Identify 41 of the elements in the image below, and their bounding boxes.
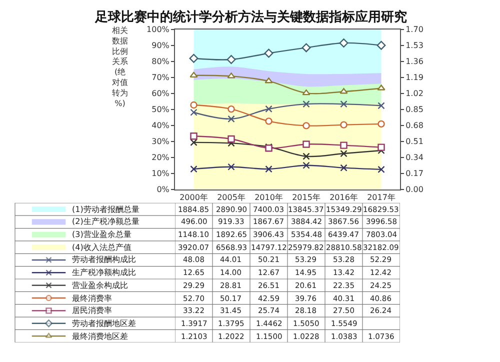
y-tick-label: 90% — [152, 41, 170, 50]
legend-label: (1)劳动者报酬总量 — [72, 205, 140, 214]
x-tick-label: 2000年 — [180, 192, 208, 202]
legend-label: (3)营业盈余总量 — [72, 230, 132, 239]
y2-tick-label: 0.17 — [406, 169, 424, 178]
chart-title: 足球比赛中的统计学分析方法与关键数据指标应用研究 — [94, 9, 407, 25]
y2-tick-label: 1.53 — [406, 41, 424, 50]
y-tick-label: 30% — [152, 137, 170, 146]
y-tick-label: 80% — [152, 57, 170, 66]
legend-label: (2)生产税净额总量 — [72, 217, 140, 226]
y2-tick-label: 1.19 — [406, 73, 424, 82]
y-tick-label: 70% — [152, 73, 170, 82]
legend-label: 劳动者报酬构成比 — [72, 255, 136, 264]
y-axis-title: 相关数据比例关系(绝对值转为%) — [112, 26, 128, 108]
y2-tick-label: 1.70 — [406, 25, 424, 34]
y-tick-label: 100% — [146, 25, 170, 34]
y2-tick-label: 0.51 — [406, 137, 424, 146]
y-tick-label: 50% — [152, 105, 170, 114]
x-tick-label: 2015年 — [292, 192, 320, 202]
y2-tick-label: 1.02 — [406, 89, 424, 98]
legend-label: 最终消费率 — [72, 294, 112, 303]
y2-tick-label: 0.68 — [406, 121, 424, 130]
x-tick-label: 2005年 — [217, 192, 246, 202]
y-tick-label: 60% — [152, 89, 170, 98]
legend-label: 生产税净额构成比 — [72, 268, 136, 277]
y2-tick-label: 1.36 — [406, 57, 424, 66]
y-tick-label: 40% — [152, 121, 170, 130]
y-tick-label: 0% — [156, 185, 170, 194]
legend-label: 营业盈余构成比 — [72, 281, 128, 290]
y2-tick-label: 0.34 — [406, 153, 424, 162]
legend-label: 最终消费地区差 — [72, 332, 128, 341]
x-tick-label: 2016年 — [330, 192, 358, 202]
x-tick-label: 2010年 — [254, 192, 283, 202]
legend-label: 居民消费率 — [72, 306, 112, 315]
y-tick-label: 10% — [152, 169, 170, 178]
legend-label: 劳动者报酬地区差 — [72, 319, 136, 328]
y2-tick-label: 0.00 — [406, 185, 424, 194]
y-tick-label: 20% — [152, 153, 170, 162]
x-tick-label: 2017年 — [367, 192, 396, 202]
legend-label: (4)收入法总产值 — [72, 243, 132, 252]
y2-tick-label: 0.85 — [406, 105, 424, 114]
